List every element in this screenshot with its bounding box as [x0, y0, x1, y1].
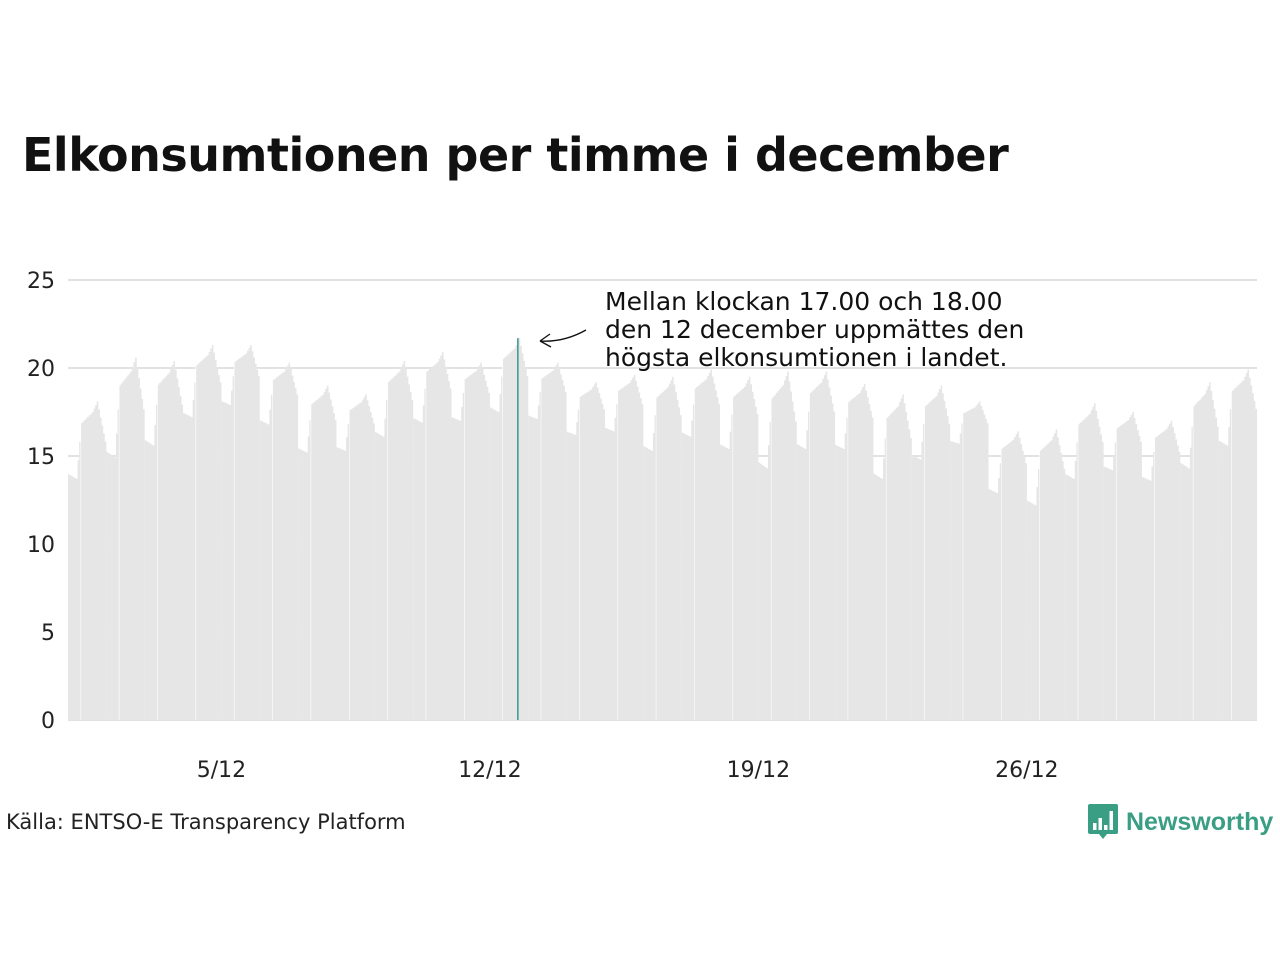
logo-text: Newsworthy	[1126, 807, 1274, 836]
day-bars	[1065, 403, 1104, 720]
day-bars	[988, 431, 1027, 720]
day-bars	[1103, 412, 1142, 720]
day-bars	[720, 376, 759, 720]
x-tick-label: 26/12	[995, 758, 1058, 783]
day-bars	[336, 394, 375, 720]
y-axis: 0 5 10 15 20 25	[27, 269, 55, 734]
day-bars	[950, 401, 989, 720]
day-bars	[451, 362, 490, 720]
annotation-line-1: Mellan klockan 17.00 och 18.00	[605, 287, 1003, 316]
day-bars	[758, 371, 797, 720]
day-bars	[413, 352, 452, 720]
newsworthy-bar-chart-icon	[1088, 804, 1118, 839]
day-bars	[1141, 420, 1181, 720]
logo-badge-shape	[1088, 804, 1118, 839]
y-tick-label: 5	[41, 621, 55, 646]
y-tick-label: 10	[27, 533, 55, 558]
y-tick-label: 0	[41, 709, 55, 734]
day-bars	[298, 385, 337, 720]
chart-title: Elkonsumtionen per timme i december	[22, 128, 1009, 182]
newsworthy-logo: Newsworthy	[1088, 804, 1273, 840]
annotation-line-3: högsta elkonsumtionen i landet.	[605, 343, 1007, 372]
day-bars	[489, 338, 529, 720]
day-bars	[796, 371, 836, 720]
peak-annotation: Mellan klockan 17.00 och 18.00 den 12 de…	[539, 287, 1024, 372]
logo-bar	[1104, 825, 1108, 830]
y-tick-label: 20	[27, 357, 55, 382]
day-bars	[1180, 382, 1219, 720]
logo-bar	[1093, 823, 1097, 830]
day-bars	[144, 360, 184, 720]
day-bars	[1026, 429, 1066, 720]
source-note: Källa: ENTSO-E Transparency Platform	[6, 810, 406, 834]
day-bars	[374, 360, 414, 720]
y-tick-label: 15	[27, 445, 55, 470]
day-bars	[873, 394, 912, 720]
day-bars	[68, 401, 107, 720]
x-tick-label: 12/12	[458, 758, 521, 783]
y-tick-label: 25	[27, 269, 55, 294]
bars	[68, 338, 1257, 720]
logo-bar	[1109, 811, 1113, 830]
day-bars	[183, 345, 222, 720]
day-bars	[528, 362, 567, 720]
x-tick-label: 19/12	[727, 758, 790, 783]
logo-bar	[1098, 818, 1102, 830]
day-bars	[1218, 369, 1257, 720]
day-bars	[681, 369, 721, 720]
x-tick-label: 5/12	[197, 758, 246, 783]
x-axis: 5/12 12/12 19/12 26/12	[197, 758, 1059, 783]
day-bars	[259, 362, 299, 720]
day-bars	[911, 385, 951, 720]
annotation-arrow	[539, 329, 587, 348]
day-bars	[604, 375, 644, 720]
day-bars	[221, 345, 260, 720]
day-bars	[835, 383, 874, 720]
day-bars	[566, 382, 605, 720]
day-bars	[643, 376, 682, 720]
hourly-consumption-chart: 0 5 10 15 20 25 5/12 12/12 19/12 26/12 Mellan kl…	[27, 269, 1257, 783]
annotation-line-2: den 12 december uppmättes den	[605, 315, 1024, 344]
day-bars	[106, 357, 145, 720]
